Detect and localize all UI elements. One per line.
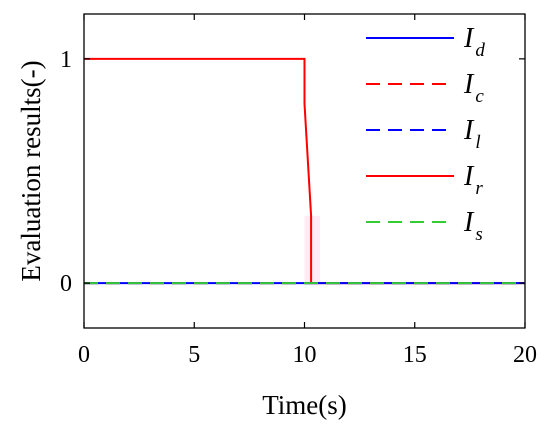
- y-tick-label-1: 1: [60, 47, 72, 73]
- x-tick-label-15: 15: [403, 342, 427, 368]
- x-axis-label: Time(s): [262, 390, 347, 420]
- plot-area: [84, 57, 525, 285]
- y-axis-label: Evaluation results(-): [16, 60, 46, 281]
- x-tick-label-10: 10: [293, 342, 317, 368]
- y-tick-label-0: 0: [60, 271, 72, 297]
- x-tick-label-5: 5: [188, 342, 200, 368]
- transition-highlight: [304, 215, 320, 284]
- axes: 0 5 10 15 20 0 1: [60, 13, 537, 368]
- x-tick-label-20: 20: [513, 342, 537, 368]
- x-tick-label-0: 0: [78, 342, 90, 368]
